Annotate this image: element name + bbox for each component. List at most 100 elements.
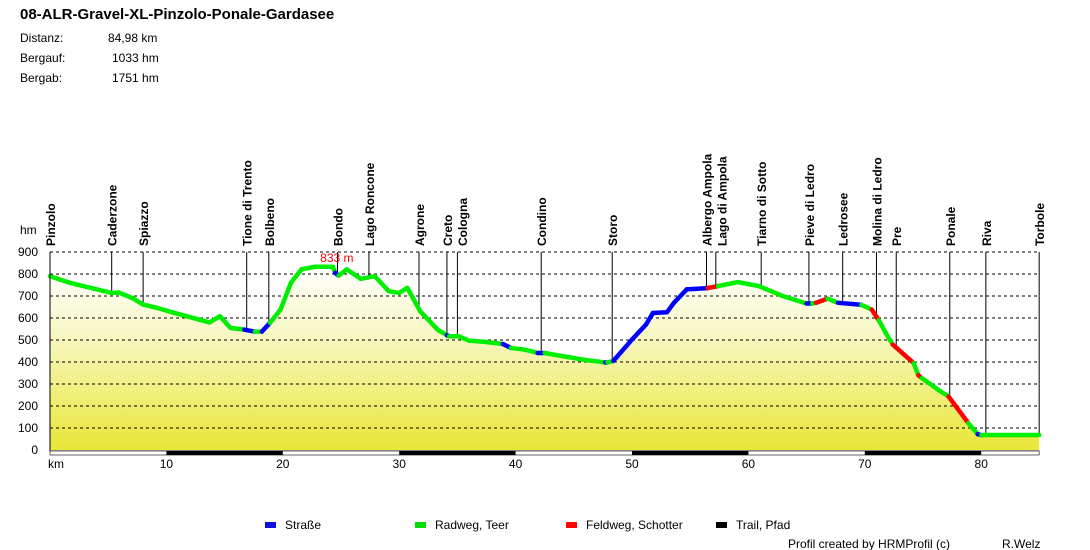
waypoint-label: Bolbeno	[263, 198, 277, 246]
profile-segment	[883, 330, 895, 347]
profile-segment	[228, 325, 247, 332]
legend-label: Trail, Pfad	[736, 518, 790, 532]
y-tick-label: 100	[18, 421, 38, 435]
waypoint-label: Tione di Trento	[241, 160, 255, 246]
legend-swatch	[415, 522, 426, 528]
waypoint-label: Creto	[441, 215, 455, 246]
y-tick-label: 700	[18, 289, 38, 303]
waypoint-label: Caderzone	[106, 184, 120, 246]
profile-segment	[582, 357, 608, 365]
x-tick-label: 40	[509, 457, 523, 471]
waypoint-label: Lago Roncone	[363, 162, 377, 246]
waypoint-label: Pieve di Ledro	[803, 164, 817, 246]
y-tick-label: 900	[18, 245, 38, 259]
profile-segment	[835, 300, 864, 308]
profile-segment	[684, 285, 710, 292]
profile-segment	[611, 337, 635, 364]
waypoint-label: Cologna	[456, 198, 470, 246]
waypoint-label: Condino	[535, 197, 549, 246]
profile-segment	[643, 310, 656, 327]
profile-segment	[735, 279, 762, 289]
x-tick-label: 50	[625, 457, 639, 471]
page-title: 08-ALR-Gravel-XL-Pinzolo-Ponale-Gardasee	[20, 6, 335, 23]
profile-segment	[671, 287, 689, 306]
stat-ascent: Bergauf: 1033 hm	[20, 51, 159, 65]
profile-segment	[876, 317, 889, 336]
waypoint-label: Spiazzo	[137, 201, 151, 246]
stat-value: 84,98 km	[108, 31, 158, 45]
x-tick-label: 70	[858, 457, 872, 471]
legend-label: Feldweg, Schotter	[586, 518, 683, 532]
max-elevation-label: 833 m	[320, 251, 353, 265]
legend-swatch	[716, 522, 727, 528]
profile-segment	[561, 354, 587, 363]
profile-segment	[288, 267, 304, 286]
profile-segment	[542, 350, 566, 359]
profile-segment	[466, 338, 489, 345]
profile-segment	[372, 273, 391, 294]
waypoint-label: Tiarno di Sotto	[755, 162, 769, 246]
y-tick-label: 0	[31, 443, 38, 457]
profile-segment	[417, 308, 440, 332]
x-scalebar-segment	[632, 451, 749, 455]
x-scalebar-segment	[864, 451, 982, 455]
waypoint-label: Riva	[980, 220, 994, 246]
waypoint-label: Lago di Ampola	[715, 156, 729, 246]
profile-segment	[966, 420, 980, 437]
profile-segment	[344, 267, 364, 282]
profile-segment	[67, 280, 114, 296]
legend-label: Straße	[285, 518, 321, 532]
waypoint-label: Torbole	[1033, 203, 1047, 246]
profile-segment	[405, 285, 423, 314]
profile-segment	[919, 375, 941, 392]
stat-distance: Distanz: 84,98 km	[20, 31, 158, 45]
profile-segment	[47, 273, 73, 286]
waypoint-label: Ponale	[944, 206, 958, 246]
profile-segment	[278, 280, 294, 312]
profile-segment	[508, 345, 528, 352]
y-tick-label: 800	[18, 267, 38, 281]
x-scalebar-segment	[166, 451, 283, 455]
profile-segment	[140, 302, 160, 311]
waypoint-label: Pinzolo	[44, 203, 58, 246]
waypoint-label: Storo	[606, 215, 620, 246]
profile-segment	[358, 273, 378, 282]
x-tick-label: 80	[975, 457, 989, 471]
stat-value: 1751 hm	[112, 71, 159, 85]
profile-segment	[781, 293, 809, 306]
profile-segment	[299, 264, 318, 272]
x-axis-scalebar	[49, 450, 1040, 456]
y-tick-label: 600	[18, 311, 38, 325]
waypoint-label: Bondo	[332, 208, 346, 246]
profile-segment	[267, 307, 283, 326]
profile-segment	[217, 313, 233, 331]
profile-segment	[116, 290, 135, 301]
stat-descent: Bergab: 1751 hm	[20, 71, 159, 85]
profile-segment	[629, 322, 649, 342]
profile-segment	[172, 310, 202, 322]
profile-segment	[154, 305, 177, 316]
y-tick-label: 400	[18, 355, 38, 369]
footer-credit: Profil created by HRMProfil (c)	[788, 537, 950, 550]
profile-segment	[715, 279, 741, 289]
x-tick-label: 20	[276, 457, 290, 471]
profile-area	[50, 266, 1040, 450]
waypoint-label: Molina di Ledro	[870, 157, 884, 246]
waypoint-label: Pre	[890, 226, 904, 246]
y-axis-label: hm	[20, 223, 37, 237]
x-tick-label: 10	[160, 457, 174, 471]
x-axis-label: km	[48, 457, 64, 471]
waypoint-label: Ledrosee	[837, 192, 851, 246]
waypoint-label: Agrone	[413, 204, 427, 246]
x-scalebar-segment	[399, 451, 516, 455]
x-tick-label: 30	[393, 457, 407, 471]
footer-author: R.Welz	[1002, 537, 1040, 550]
y-tick-label: 300	[18, 377, 38, 391]
waypoint-label: Albergo Ampola	[700, 153, 714, 246]
y-tick-label: 200	[18, 399, 38, 413]
legend-swatch	[566, 522, 577, 528]
legend-label: Radweg, Teer	[435, 518, 509, 532]
profile-segment	[484, 339, 506, 347]
profile-segment	[650, 310, 670, 316]
